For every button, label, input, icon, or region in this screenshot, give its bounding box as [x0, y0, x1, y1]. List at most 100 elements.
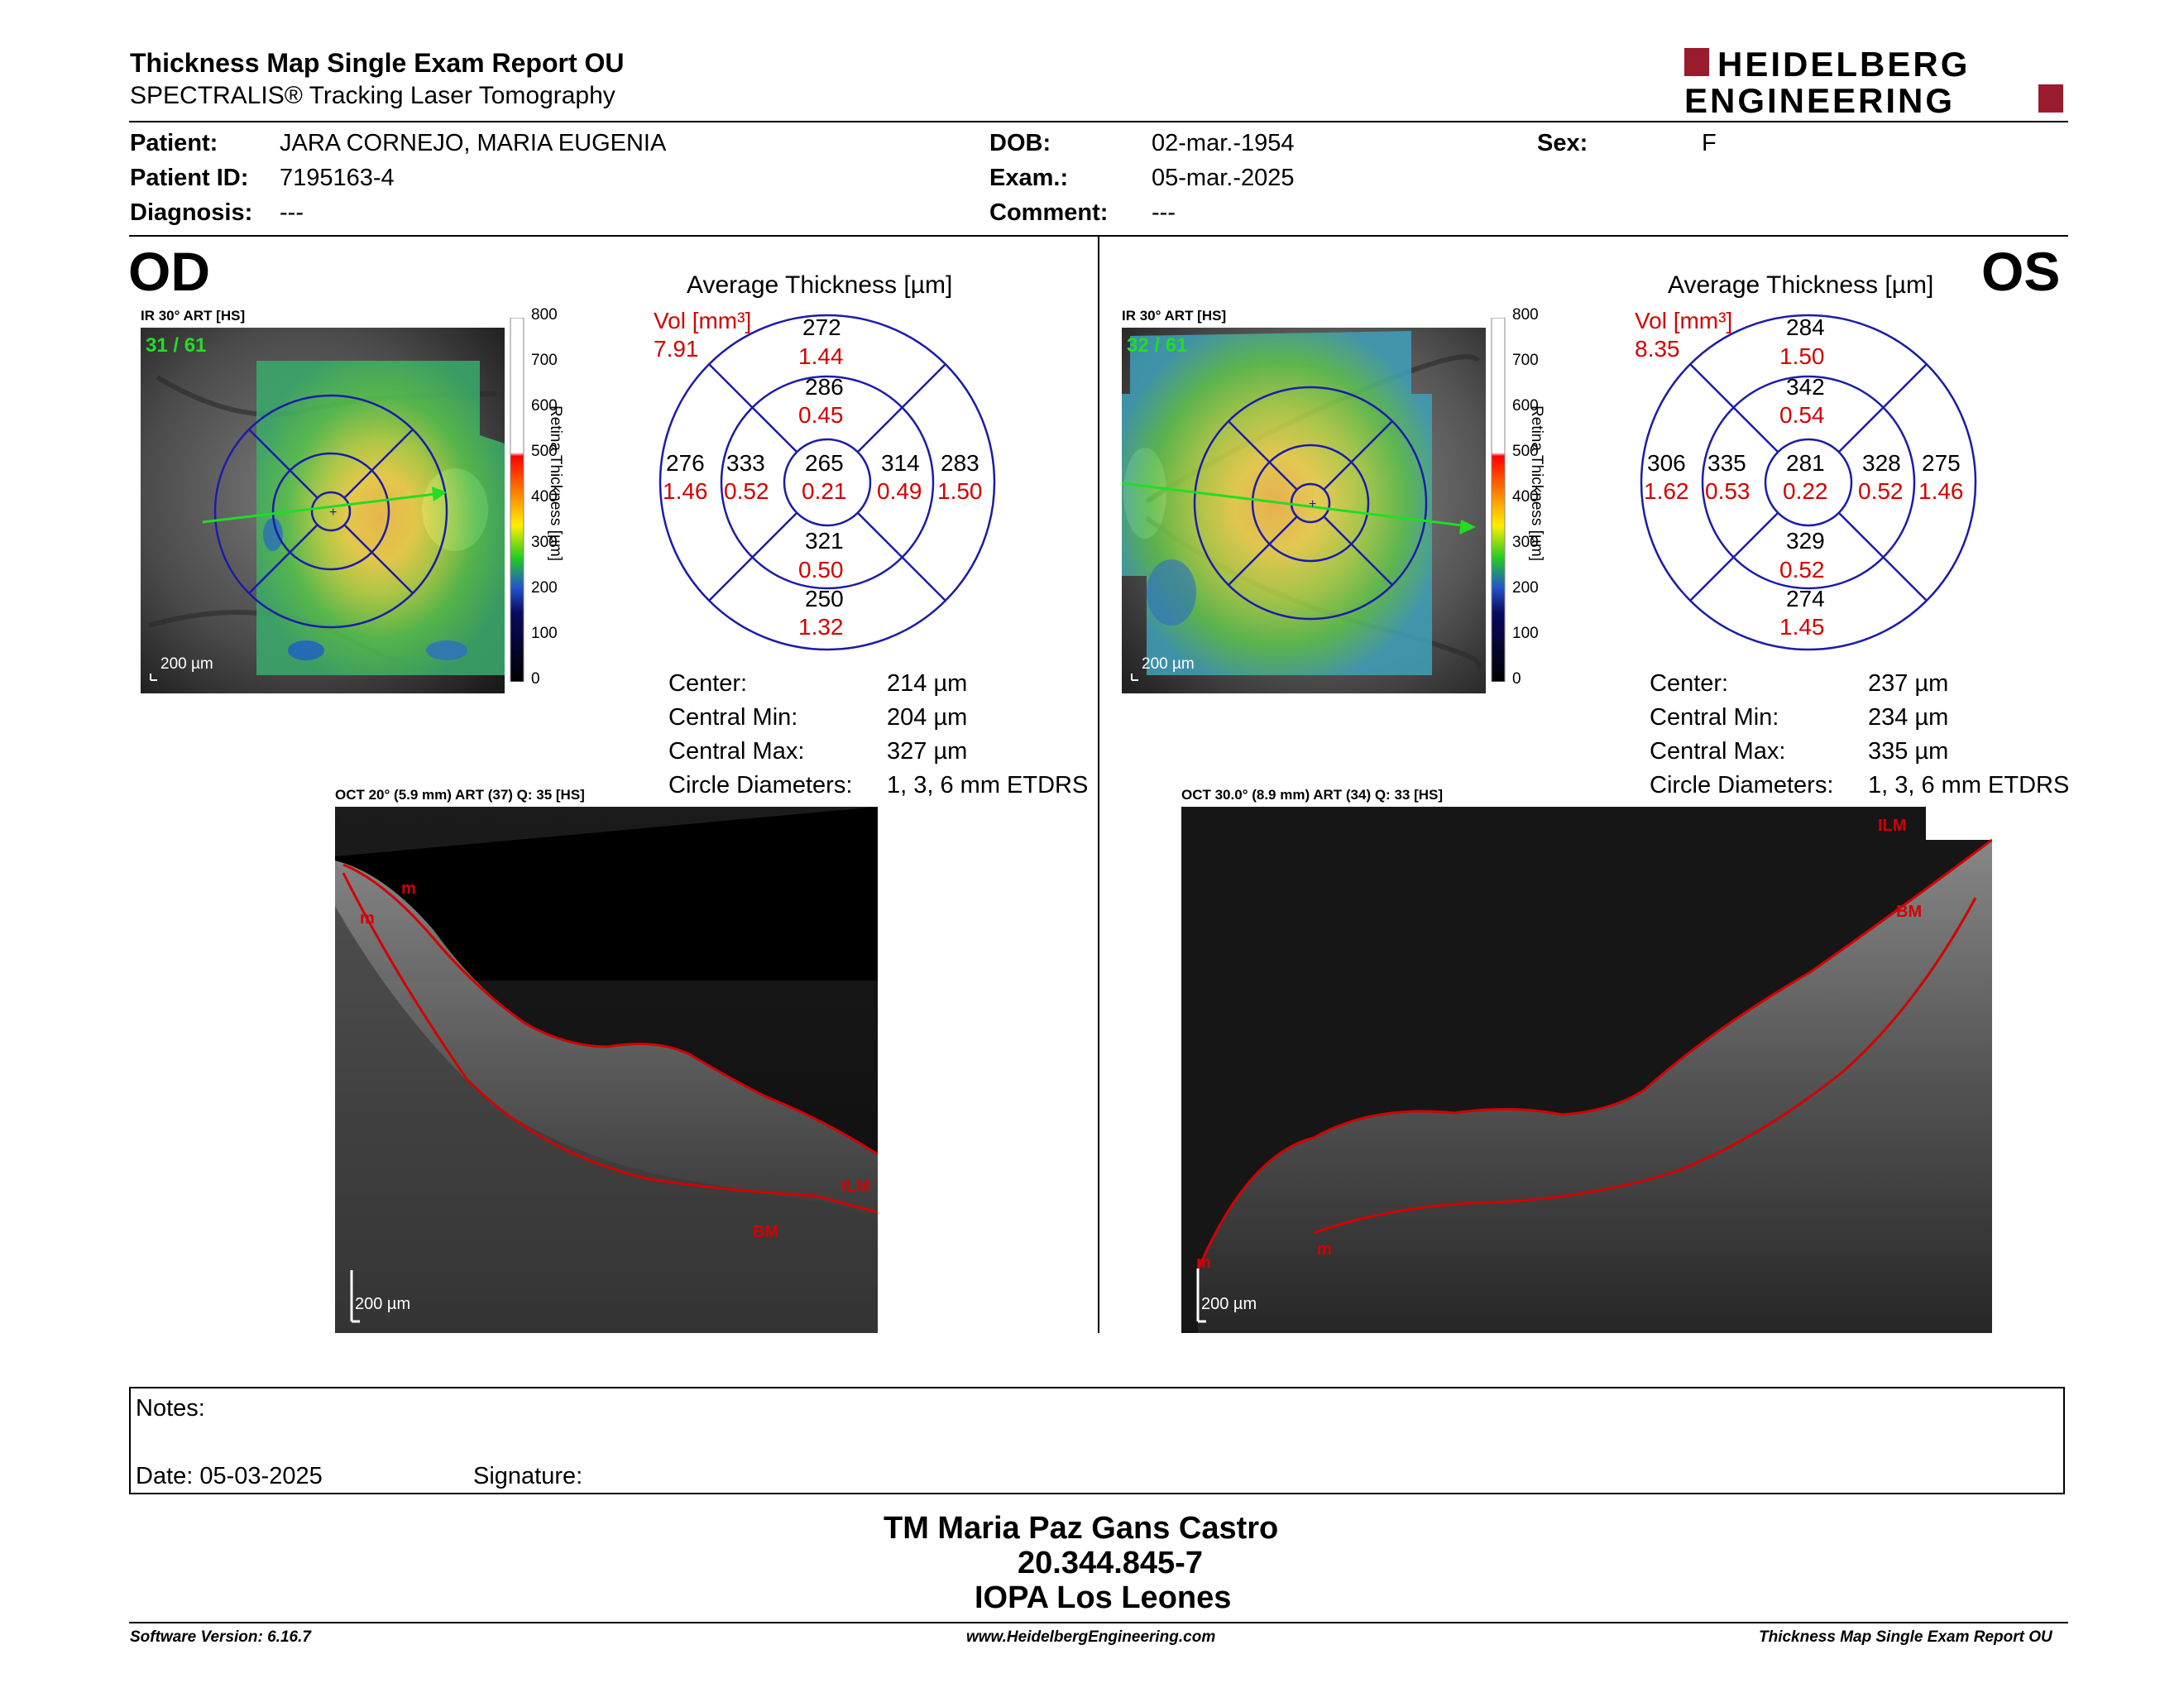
od-tick: 100 [531, 625, 558, 642]
os-outer-top-thickness: 284 [1786, 314, 1825, 340]
od-stat-value: 327 µm [887, 738, 968, 765]
od-avg-title: Average Thickness [µm] [687, 271, 953, 299]
os-stat-label: Center: [1650, 670, 1729, 697]
od-tick: 0 [531, 670, 540, 688]
website-link[interactable]: www.HeidelbergEngineering.com [966, 1628, 1216, 1646]
od-etdrs-grid: 272 1.44 286 0.45 276 1.46 333 0.52 265 … [658, 313, 997, 652]
os-eye-label: OS [1981, 241, 2061, 302]
os-outer-right-thickness: 275 [1922, 450, 1961, 476]
os-inner-right-volume: 0.52 [1858, 478, 1904, 504]
od-stat-label: Center: [668, 670, 748, 697]
os-tick: 200 [1512, 579, 1539, 597]
os-tick: 700 [1512, 352, 1539, 369]
os-etdrs-grid: 284 1.50 342 0.54 306 1.62 335 0.53 281 … [1639, 313, 1978, 652]
os-outer-bottom-volume: 1.45 [1779, 614, 1825, 640]
od-inner-top-volume: 0.45 [798, 402, 844, 428]
os-oct-scale-bar: 200 µm [1201, 1295, 1257, 1313]
sex-value: F [1702, 130, 1717, 156]
od-oct-label: OCT 20° (5.9 mm) ART (37) Q: 35 [HS] [335, 787, 585, 803]
notes-box[interactable]: Notes: Date: 05-03-2025 Signature: [129, 1387, 2065, 1494]
od-vol-label: Vol [mm³] [654, 308, 752, 333]
diagnosis-value: --- [280, 199, 304, 226]
patient-id-label: Patient ID: [130, 165, 249, 191]
os-tick: 0 [1512, 670, 1521, 688]
os-ir-counter: 32 / 61 [1127, 334, 1188, 357]
os-scale-label: Retina Thickness [µm] [1528, 405, 1545, 561]
od-outer-left-volume: 1.46 [663, 478, 708, 504]
os-tick: 400 [1512, 488, 1539, 506]
od-outer-bottom-volume: 1.32 [798, 614, 844, 640]
od-color-scale [510, 317, 524, 683]
dob-label: DOB: [989, 130, 1051, 156]
os-oct-image: ILM BM m m 200 µm [1181, 807, 1993, 1333]
os-outer-right-volume: 1.46 [1918, 478, 1964, 504]
os-outer-top-volume: 1.50 [1779, 343, 1825, 369]
od-inner-left-thickness: 333 [726, 450, 765, 476]
os-stat-label: Central Min: [1650, 704, 1779, 731]
os-outer-left-thickness: 306 [1647, 450, 1686, 476]
od-outer-top-thickness: 272 [802, 314, 841, 340]
od-center-thickness: 265 [805, 450, 844, 476]
os-outer-left-volume: 1.62 [1644, 478, 1689, 504]
os-vol-value: 8.35 [1635, 336, 1680, 362]
stamp-institution: IOPA Los Leones [975, 1580, 1232, 1615]
od-stat-value: 214 µm [887, 670, 968, 697]
od-outer-right-thickness: 283 [941, 450, 979, 476]
os-tick: 800 [1512, 306, 1539, 324]
os-inner-top-thickness: 342 [1786, 374, 1825, 400]
od-scale-bar: 200 µm [160, 655, 213, 673]
od-outer-top-volume: 1.44 [798, 343, 844, 369]
os-stat-label: Circle Diameters: [1650, 772, 1834, 798]
od-oct-ilm-tag: ILM [841, 1177, 870, 1196]
os-inner-bottom-thickness: 329 [1786, 528, 1825, 554]
od-oct-bm-tag: BM [753, 1223, 779, 1241]
patient-label: Patient: [130, 130, 218, 156]
diagnosis-label: Diagnosis: [130, 199, 253, 226]
os-ir-label: IR 30° ART [HS] [1122, 308, 1227, 324]
footer-divider [129, 1622, 2068, 1623]
logo-graphic: HEIDELBERG ENGINEERING [1684, 45, 2063, 120]
od-inner-top-thickness: 286 [805, 374, 844, 400]
od-inner-right-thickness: 314 [881, 450, 920, 476]
od-tick: 200 [531, 579, 558, 597]
od-stat-value: 1, 3, 6 mm ETDRS [887, 772, 1089, 798]
date-label: Date: 05-03-2025 [136, 1463, 323, 1489]
heidelberg-logo: HEIDELBERG ENGINEERING [1684, 45, 2065, 120]
od-inner-right-volume: 0.49 [877, 478, 922, 504]
os-inner-top-volume: 0.54 [1779, 402, 1825, 428]
os-tick: 500 [1512, 443, 1539, 460]
logo-line2: ENGINEERING [1684, 81, 1955, 116]
os-stat-value: 1, 3, 6 mm ETDRS [1868, 772, 2070, 798]
exam-value: 05-mar.-2025 [1152, 165, 1295, 191]
svg-text:+: + [1309, 497, 1316, 511]
os-oct-bm-tag: BM [1896, 903, 1923, 921]
os-scale-ticks: 800 700 600 500 400 300 200 100 0 [1512, 306, 1545, 688]
od-tick: 400 [531, 488, 558, 506]
os-outer-bottom-thickness: 274 [1786, 586, 1825, 611]
os-stat-value: 335 µm [1868, 738, 1949, 765]
od-outer-left-thickness: 276 [666, 450, 705, 476]
header-divider [129, 121, 2068, 122]
od-scale-label: Retina Thickness [µm] [547, 405, 564, 561]
footer-report-name: Thickness Map Single Exam Report OU [1759, 1628, 2052, 1646]
od-outer-right-volume: 1.50 [937, 478, 983, 504]
od-tick: 300 [531, 534, 558, 551]
comment-label: Comment: [989, 199, 1109, 226]
od-oct-m-tag: m [401, 880, 416, 898]
stamp-id: 20.344.845-7 [1018, 1546, 1203, 1580]
eye-divider [1098, 236, 1099, 1333]
os-oct-m-tag: m [1317, 1240, 1332, 1259]
logo-line1: HEIDELBERG [1717, 45, 1970, 84]
od-inner-bottom-thickness: 321 [805, 528, 844, 554]
os-stat-value: 234 µm [1868, 704, 1949, 731]
comment-value: --- [1152, 199, 1176, 226]
dob-value: 02-mar.-1954 [1152, 130, 1295, 156]
stamp-name: TM Maria Paz Gans Castro [884, 1511, 1279, 1546]
os-inner-left-volume: 0.53 [1705, 478, 1751, 504]
od-oct-image: m m ILM BM 200 µm [335, 807, 879, 1333]
od-stat-value: 204 µm [887, 704, 968, 731]
od-tick: 600 [531, 397, 558, 415]
od-vol-value: 7.91 [654, 336, 699, 362]
od-ir-counter: 31 / 61 [146, 334, 207, 357]
os-tick: 100 [1512, 625, 1539, 642]
